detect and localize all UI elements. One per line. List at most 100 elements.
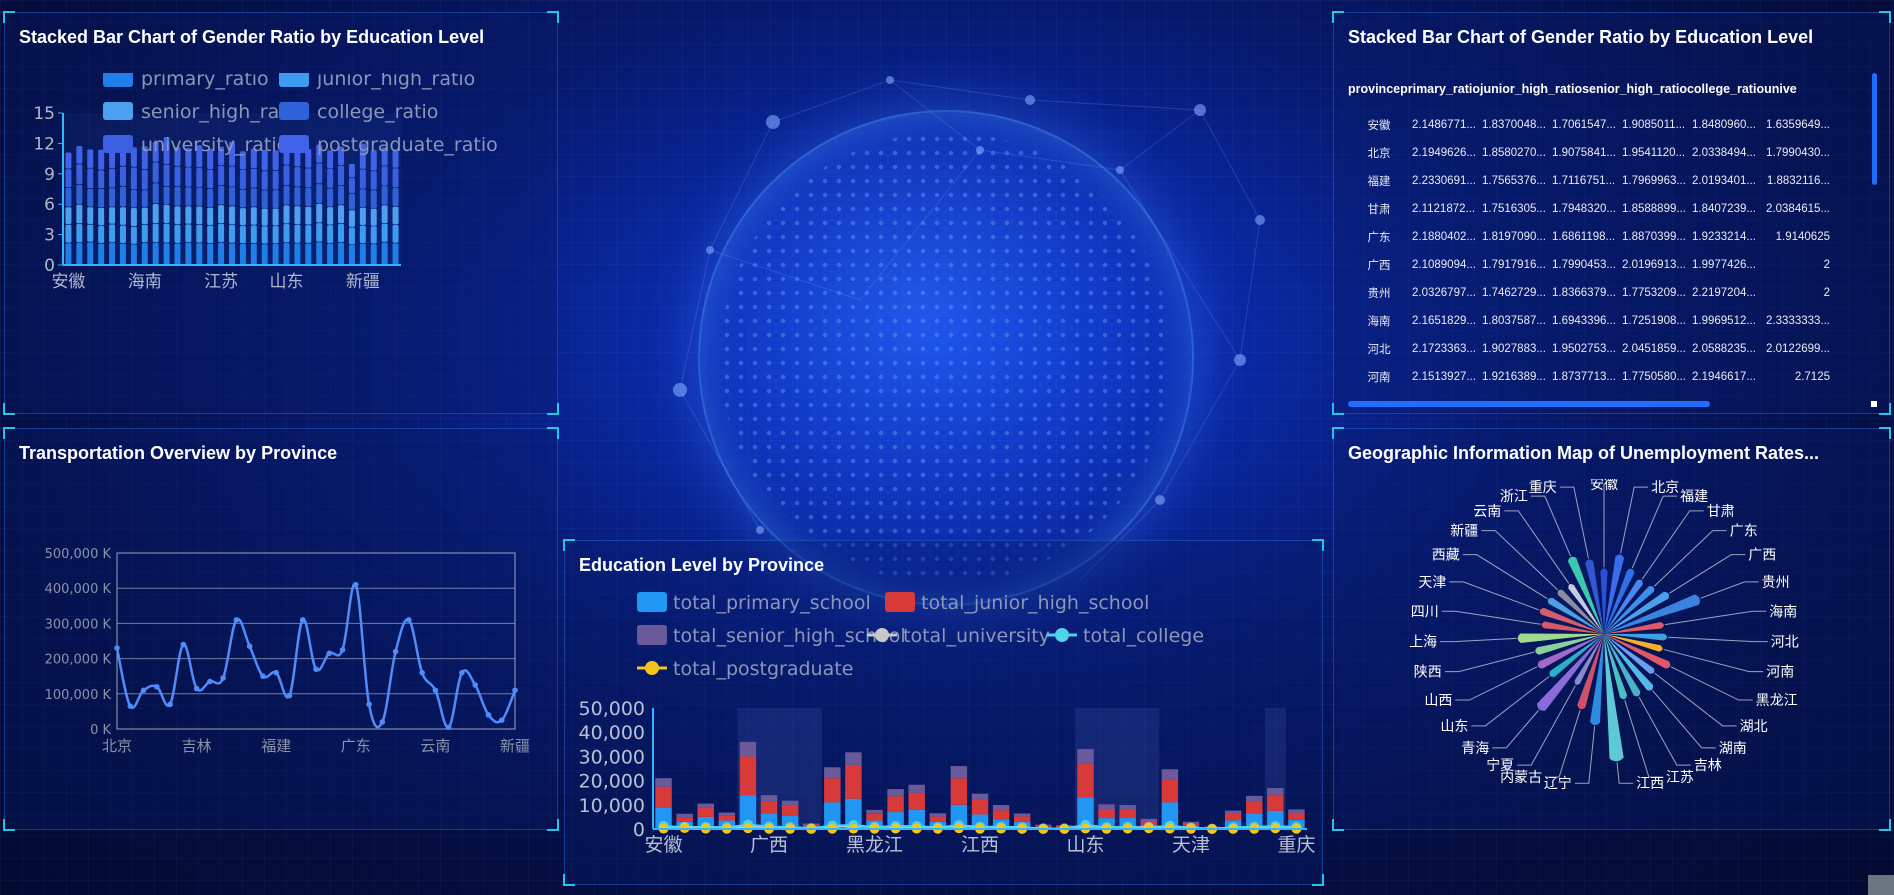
legend-label: total_primary_school [673,592,871,614]
table-row[interactable]: 贵州 2.0326797... 1.7462729... 1.8366379... 1.… [1348,279,1832,307]
bar-segment [185,148,192,167]
table-row[interactable]: 河南 2.1513927... 1.9216389... 1.8737713... 1.… [1348,363,1832,391]
bar-segment [338,205,345,224]
legend-swatch [279,102,309,120]
bar-segment [141,190,148,208]
x-tick-label: 江苏 [204,272,238,292]
data-table[interactable]: provinceprimary_ratiojunior_high_ratiose… [1348,81,1866,401]
data-point [432,687,439,694]
bar-segment [739,756,757,796]
table-row[interactable]: 安徽 2.1486771... 1.8370048... 1.7061547... 1.… [1348,111,1832,139]
bar-segment [141,146,148,170]
cell-province: 河北 [1367,344,1391,356]
bar-segment [370,171,377,190]
bar-segment [1013,816,1031,822]
cell-value: 1.6861198... [1552,231,1616,243]
legend-swatch [103,73,133,87]
rose-label: 内蒙古 [1500,770,1542,786]
bar-segment [250,188,257,207]
bar-segment [908,792,925,810]
cell-value: 2.0326797... [1412,287,1476,299]
table-row[interactable]: 北京 2.1949626... 1.8580270... 1.9075841... 1.… [1348,139,1832,167]
bar-segment [119,243,126,265]
x-tick-label: 广西 [750,834,788,856]
bar-segment [130,208,137,227]
bar-segment [272,170,279,190]
bar-segment [370,244,377,265]
rose-label: 宁夏 [1486,757,1514,774]
bar-segment [1246,801,1263,814]
table-row[interactable]: 河北 2.1723363... 1.9027883... 1.9502753... 2.… [1348,335,1832,363]
leader-line [1668,636,1768,643]
legend-swatch [885,592,915,612]
cell-value: 2.0384615... [1766,203,1830,215]
bar-segment [1288,813,1305,820]
x-tick-label: 黑龙江 [846,834,903,856]
legend-swatch [637,625,667,645]
y-tick-label: 0 [633,819,645,841]
cell-value: 1.8832116... [1766,175,1830,187]
cell-value: 1.9140625 [1775,231,1830,243]
data-point [114,645,120,651]
leader-line [1641,510,1704,580]
y-tick-label: 15 [33,104,55,124]
bar-segment [207,189,214,208]
bar-segment [359,225,366,244]
bar-segment [218,185,225,205]
rose-label: 广东 [1730,524,1758,540]
horizontal-scrollbar[interactable] [1348,401,1710,407]
stacked-bar-chart-gender-ratio[interactable]: 0 3 6 9 12 15 安徽 海南 江苏 山东 新疆 primary_ratio junior_hi… [5,73,559,403]
bar-segment [992,810,1010,820]
bar-segment [338,146,345,166]
legend-swatch [279,73,309,87]
x-tick-label: 广东 [341,737,371,755]
table-row[interactable]: 广西 2.1089094... 1.7917916... 1.7990453... 2.… [1348,251,1832,279]
bar-segment [316,144,323,163]
rose-label: 河南 [1766,665,1794,681]
cell-value: 1.7753209... [1622,287,1686,299]
cell-value: 2.1513927... [1412,371,1476,383]
bar-segment [824,778,841,803]
leader-line [1441,610,1541,625]
table-row[interactable]: 海南 2.1651829... 1.8037587... 1.6943396... 1.… [1348,307,1832,335]
bar-segment [87,168,94,189]
leader-line [1654,672,1737,727]
vertical-scrollbar[interactable] [1872,73,1877,185]
leader-line [1670,666,1753,701]
rose-petal [1604,568,1635,634]
legend-label: college_ratio [317,101,438,123]
bar-segment [272,208,279,226]
bar-segment [348,210,355,227]
y-tick-label: 40,000 [579,722,645,744]
bar-segment [272,226,279,244]
bar-segment [283,224,290,243]
rose-petal [1604,634,1663,652]
bar-segment [65,169,72,188]
line-chart-transportation[interactable]: 0 K 100,000 K 200,000 K 300,000 K 400,000 K 5… [5,485,559,825]
bar-segment [261,244,268,265]
leader-line [1620,486,1649,554]
bar-segment [141,224,148,243]
rose-label: 吉林 [1694,758,1722,774]
cell-value: 1.8737713... [1552,371,1616,383]
bar-segment [950,778,968,805]
data-point [472,682,479,688]
table-row[interactable]: 福建 2.2330691... 1.7565376... 1.7116751... 1.… [1348,167,1832,195]
bar-segment [98,170,105,189]
data-point [286,692,293,699]
rose-label: 安徽 [1590,479,1618,493]
table-row[interactable]: 广东 2.1880402... 1.8197090... 1.6861198... 1.… [1348,223,1832,251]
bar-segment [381,205,388,224]
cell-value: 1.6359649... [1766,119,1830,131]
bar-segment [327,207,334,225]
rose-label: 湖北 [1740,719,1768,735]
bar-segment [152,223,159,243]
cell-province: 海南 [1367,316,1391,328]
table-row[interactable]: 甘肃 2.1121872... 1.7516305... 1.7948320... 1.… [1348,195,1832,223]
data-point [127,703,134,709]
panel-title: Geographic Information Map of Unemployme… [1348,443,1820,463]
bar-segment [98,188,105,208]
bar-segment [141,169,148,190]
